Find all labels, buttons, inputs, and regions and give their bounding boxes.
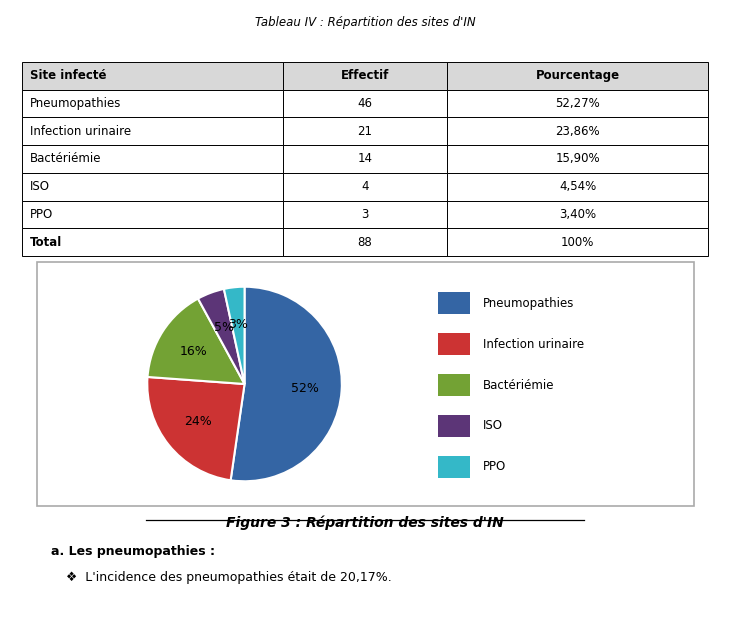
Text: PPO: PPO bbox=[30, 208, 53, 221]
Text: 21: 21 bbox=[358, 125, 372, 138]
Text: ISO: ISO bbox=[483, 419, 503, 433]
Text: 3,40%: 3,40% bbox=[559, 208, 596, 221]
FancyBboxPatch shape bbox=[22, 173, 283, 200]
Text: 23,86%: 23,86% bbox=[556, 125, 600, 138]
FancyBboxPatch shape bbox=[438, 374, 470, 396]
Text: 4: 4 bbox=[361, 180, 369, 193]
Text: 46: 46 bbox=[358, 97, 372, 110]
FancyBboxPatch shape bbox=[22, 62, 283, 90]
Text: 3: 3 bbox=[361, 208, 369, 221]
FancyBboxPatch shape bbox=[447, 200, 708, 228]
Text: 24%: 24% bbox=[184, 415, 212, 428]
FancyBboxPatch shape bbox=[22, 228, 283, 256]
Wedge shape bbox=[198, 289, 245, 384]
Text: Pourcentage: Pourcentage bbox=[536, 69, 620, 82]
Text: Pneumopathies: Pneumopathies bbox=[30, 97, 121, 110]
Text: 14: 14 bbox=[358, 152, 372, 165]
FancyBboxPatch shape bbox=[447, 117, 708, 145]
FancyBboxPatch shape bbox=[438, 292, 470, 314]
Text: PPO: PPO bbox=[483, 460, 506, 474]
Text: 16%: 16% bbox=[180, 345, 208, 358]
Text: 3%: 3% bbox=[228, 317, 248, 330]
Text: 52,27%: 52,27% bbox=[556, 97, 600, 110]
Text: 100%: 100% bbox=[561, 236, 594, 248]
FancyBboxPatch shape bbox=[22, 200, 283, 228]
Text: 4,54%: 4,54% bbox=[559, 180, 596, 193]
Text: 15,90%: 15,90% bbox=[556, 152, 600, 165]
Text: Bactériémie: Bactériémie bbox=[483, 378, 554, 392]
Text: Total: Total bbox=[30, 236, 62, 248]
Text: a. Les pneumopathies :: a. Les pneumopathies : bbox=[51, 545, 215, 558]
FancyBboxPatch shape bbox=[283, 90, 447, 117]
FancyBboxPatch shape bbox=[438, 415, 470, 437]
FancyBboxPatch shape bbox=[447, 62, 708, 90]
FancyBboxPatch shape bbox=[283, 62, 447, 90]
FancyBboxPatch shape bbox=[283, 117, 447, 145]
Text: Bactériémie: Bactériémie bbox=[30, 152, 101, 165]
FancyBboxPatch shape bbox=[447, 90, 708, 117]
Text: Tableau IV : Répartition des sites d'IN: Tableau IV : Répartition des sites d'IN bbox=[255, 15, 475, 29]
Wedge shape bbox=[231, 287, 342, 481]
FancyBboxPatch shape bbox=[438, 456, 470, 478]
Text: Effectif: Effectif bbox=[341, 69, 389, 82]
Text: 5%: 5% bbox=[213, 321, 234, 334]
FancyBboxPatch shape bbox=[438, 333, 470, 355]
FancyBboxPatch shape bbox=[283, 173, 447, 200]
FancyBboxPatch shape bbox=[283, 228, 447, 256]
Text: ❖  L'incidence des pneumopathies était de 20,17%.: ❖ L'incidence des pneumopathies était de… bbox=[66, 571, 391, 584]
Wedge shape bbox=[224, 287, 245, 384]
Text: ISO: ISO bbox=[30, 180, 50, 193]
FancyBboxPatch shape bbox=[22, 145, 283, 173]
Wedge shape bbox=[147, 377, 245, 480]
Text: Pneumopathies: Pneumopathies bbox=[483, 296, 574, 310]
Wedge shape bbox=[147, 299, 245, 384]
Text: Site infecté: Site infecté bbox=[30, 69, 107, 82]
Text: Infection urinaire: Infection urinaire bbox=[30, 125, 131, 138]
Text: Figure 3 : Répartition des sites d'IN: Figure 3 : Répartition des sites d'IN bbox=[226, 515, 504, 530]
FancyBboxPatch shape bbox=[283, 200, 447, 228]
FancyBboxPatch shape bbox=[283, 145, 447, 173]
Text: 52%: 52% bbox=[291, 382, 319, 395]
Text: 88: 88 bbox=[358, 236, 372, 248]
FancyBboxPatch shape bbox=[447, 145, 708, 173]
FancyBboxPatch shape bbox=[22, 90, 283, 117]
FancyBboxPatch shape bbox=[447, 228, 708, 256]
FancyBboxPatch shape bbox=[447, 173, 708, 200]
FancyBboxPatch shape bbox=[22, 117, 283, 145]
Text: Infection urinaire: Infection urinaire bbox=[483, 337, 584, 351]
